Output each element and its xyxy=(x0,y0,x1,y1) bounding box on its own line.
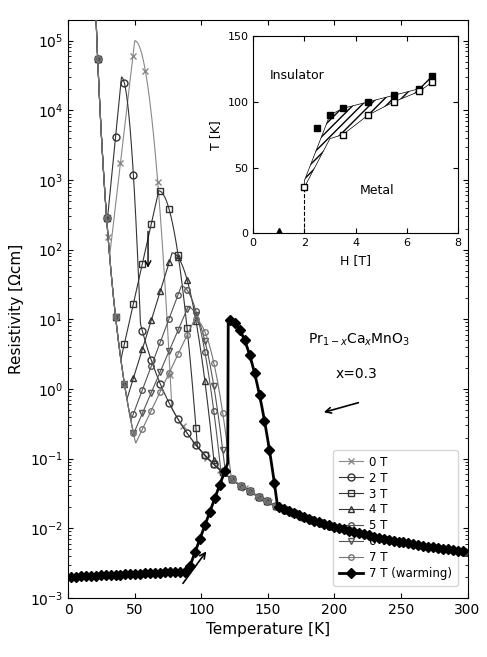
4 T xyxy=(369,532,375,540)
X-axis label: Temperature [K]: Temperature [K] xyxy=(206,622,330,637)
6 T xyxy=(410,540,415,548)
Text: Metal: Metal xyxy=(359,184,394,197)
3 T xyxy=(465,548,470,556)
5 T xyxy=(320,520,326,528)
7 T (warming) xyxy=(68,573,74,581)
0 T xyxy=(369,532,375,540)
Line: 2 T: 2 T xyxy=(67,0,471,556)
5 T xyxy=(465,548,470,556)
5 T xyxy=(369,532,375,540)
Line: 3 T: 3 T xyxy=(67,0,471,556)
Legend: 0 T, 2 T, 3 T, 4 T, 5 T, 6 T, 7 T, 7 T (warming): 0 T, 2 T, 3 T, 4 T, 5 T, 6 T, 7 T, 7 T (… xyxy=(333,450,458,586)
Text: Insulator: Insulator xyxy=(270,70,324,83)
7 T (warming) xyxy=(225,315,231,323)
2 T xyxy=(369,532,375,540)
7 T (warming) xyxy=(92,572,98,579)
6 T xyxy=(309,516,315,524)
7 T (warming) xyxy=(299,512,305,520)
6 T xyxy=(298,512,304,520)
2 T xyxy=(298,512,304,520)
0 T xyxy=(309,516,315,524)
4 T xyxy=(465,548,470,556)
6 T xyxy=(465,548,470,556)
3 T xyxy=(320,520,326,528)
5 T xyxy=(298,512,304,520)
0 T xyxy=(465,548,470,556)
X-axis label: H [T]: H [T] xyxy=(340,254,371,267)
7 T (warming) xyxy=(309,516,315,524)
Line: 0 T: 0 T xyxy=(68,0,470,555)
Y-axis label: Resistivity [Ωcm]: Resistivity [Ωcm] xyxy=(9,244,24,374)
4 T xyxy=(309,516,315,524)
2 T xyxy=(309,516,315,524)
Y-axis label: T [K]: T [K] xyxy=(209,120,222,150)
3 T xyxy=(369,532,375,540)
Line: 7 T (warming): 7 T (warming) xyxy=(67,316,471,580)
Line: 6 T: 6 T xyxy=(67,0,471,556)
6 T xyxy=(320,520,326,528)
7 T xyxy=(309,516,315,524)
Line: 5 T: 5 T xyxy=(68,0,470,555)
5 T xyxy=(410,540,415,548)
3 T xyxy=(410,540,415,548)
7 T (warming) xyxy=(369,532,375,540)
2 T xyxy=(410,540,415,548)
5 T xyxy=(309,516,315,524)
Line: 7 T: 7 T xyxy=(68,0,470,555)
6 T xyxy=(369,532,375,540)
7 T xyxy=(369,532,375,540)
Line: 4 T: 4 T xyxy=(67,0,471,556)
3 T xyxy=(298,512,304,520)
Text: Pr$_{1-x}$Ca$_x$MnO$_3$: Pr$_{1-x}$Ca$_x$MnO$_3$ xyxy=(308,332,410,348)
4 T xyxy=(298,512,304,520)
3 T xyxy=(309,516,315,524)
2 T xyxy=(320,520,326,528)
7 T (warming) xyxy=(410,540,416,548)
7 T xyxy=(465,548,470,556)
7 T xyxy=(298,512,304,520)
0 T xyxy=(410,540,415,548)
Text: x=0.3: x=0.3 xyxy=(336,367,377,381)
7 T (warming) xyxy=(321,520,327,528)
7 T xyxy=(320,520,326,528)
4 T xyxy=(320,520,326,528)
0 T xyxy=(298,512,304,520)
4 T xyxy=(410,540,415,548)
2 T xyxy=(465,548,470,556)
7 T xyxy=(410,540,415,548)
7 T (warming) xyxy=(465,548,470,556)
0 T xyxy=(320,520,326,528)
